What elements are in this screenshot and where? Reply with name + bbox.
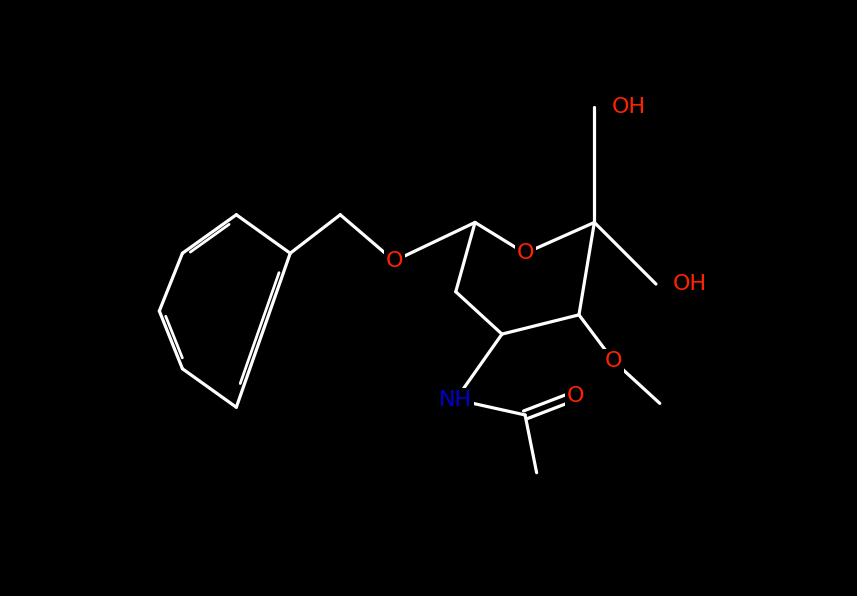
Text: OH: OH	[611, 97, 645, 117]
Text: O: O	[386, 251, 403, 271]
Text: OH: OH	[673, 274, 707, 294]
Text: O: O	[605, 351, 622, 371]
Text: NH: NH	[439, 390, 472, 409]
Text: O: O	[566, 386, 584, 406]
Text: O: O	[516, 243, 534, 263]
